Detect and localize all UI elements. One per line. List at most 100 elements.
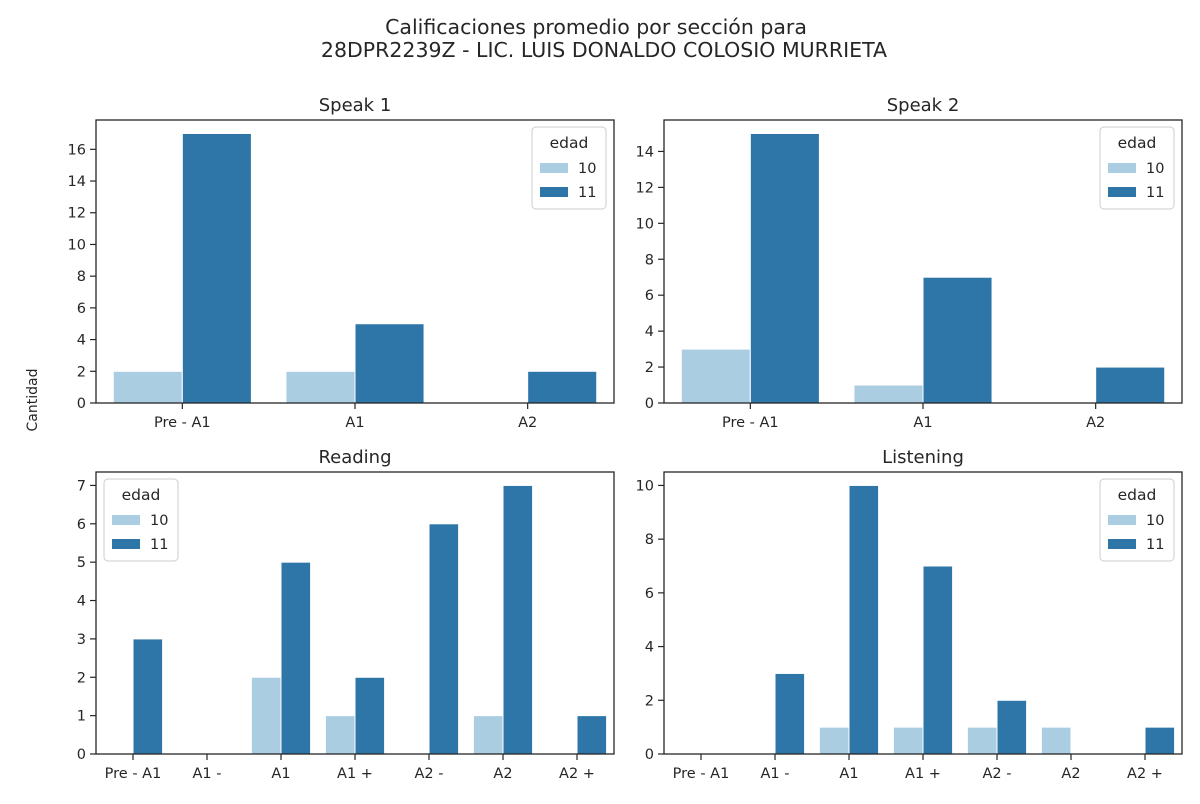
y-tick-label: 2 [77,364,86,380]
panel-3: Listening 0 2 4 6 8 10 Pre - A1 A1 - A1 A1 + A2 - A2… [636,447,1183,782]
y-tick-label: 2 [645,360,654,376]
figure-title-line2: 28DPR2239Z - LIC. LUIS DONALDO COLOSIO M… [321,38,887,62]
x-tick-label: A2 + [1127,766,1163,782]
x-tick-label: A2 + [559,766,595,782]
y-tick-label: 4 [77,333,86,349]
x-tick-label: A2 [1061,766,1080,782]
y-tick-label: 8 [77,269,86,285]
bar-A2 +-11 [576,715,608,755]
bar-A2-10 [472,715,504,755]
y-tick-label: 4 [645,324,654,340]
x-tick-label: A1 [345,415,364,431]
bar-A2 --11 [428,523,460,755]
bar-A1-10 [818,726,850,755]
bar-A1 --11 [774,672,806,755]
figure-title-line1: Calificaciones promedio por sección para [385,15,807,39]
panel-title: Reading [318,447,391,468]
legend-swatch-11 [112,539,140,549]
y-tick-label: 6 [645,288,654,304]
bar-A1 +-10 [324,715,356,755]
axes-frame [95,471,615,755]
bar-A1-11 [848,484,880,755]
y-tick-label: 1 [77,709,86,725]
bar-A1 +-11 [354,676,386,755]
bar-A1 +-10 [892,726,924,755]
x-tick-label: A1 [913,415,932,431]
bar-A1 +-11 [922,565,954,755]
panel-title: Speak 1 [319,95,392,116]
y-tick-label: 6 [645,586,654,602]
y-tick-label: 10 [636,216,654,232]
y-tick-label: 0 [77,396,86,412]
x-tick-label: A1 + [905,766,941,782]
x-tick-label: A1 - [761,766,790,782]
legend-label-11: 11 [1146,537,1164,553]
x-tick-label: A1 [839,766,858,782]
x-tick-label: Pre - A1 [105,766,162,782]
panel-title: Listening [882,447,964,468]
x-tick-label: Pre - A1 [722,415,779,431]
legend-label-10: 10 [1146,513,1164,529]
legend-swatch-10 [1108,163,1136,173]
x-tick-label: A2 [518,415,537,431]
y-tick-label: 3 [77,632,86,648]
bar-A1-10 [285,370,356,404]
bar-A2-11 [502,484,534,755]
axes-frame [663,471,1183,755]
legend: edad 10 11 [1099,478,1175,562]
y-tick-label: 16 [68,142,86,158]
x-tick-label: A1 - [193,766,222,782]
panel-2: Reading 0 1 2 3 4 5 6 7 Pre - A1 A1 - A1 A1 + A2 - A2 A… [77,447,615,782]
y-tick-label: 14 [636,144,654,160]
legend: edad 10 11 [103,478,179,562]
axes-frame [663,119,1183,404]
x-tick-label: A2 [493,766,512,782]
y-tick-label: 0 [77,747,86,763]
y-tick-label: 0 [645,396,654,412]
y-tick-label: 8 [645,252,654,268]
legend-swatch-11 [1108,187,1136,197]
x-tick-label: Pre - A1 [154,415,211,431]
legend-title: edad [1118,486,1157,504]
x-tick-label: Pre - A1 [673,766,730,782]
legend-title: edad [1118,134,1157,152]
bar-Pre - A1-11 [181,132,252,404]
y-tick-label: 5 [77,555,86,571]
y-tick-label: 7 [77,478,86,494]
x-tick-label: A2 - [415,766,444,782]
legend: edad 10 11 [531,126,607,210]
y-tick-label: 2 [77,670,86,686]
legend-label-11: 11 [578,185,596,201]
bar-A1-10 [250,676,282,755]
legend-swatch-10 [540,163,568,173]
bar-A2-11 [1095,366,1166,404]
legend-label-11: 11 [1146,185,1164,201]
y-tick-label: 10 [68,237,86,253]
legend-swatch-10 [1108,515,1136,525]
x-tick-label: A1 [271,766,290,782]
y-tick-label: 6 [77,517,86,533]
legend: edad 10 11 [1099,126,1175,210]
bar-A2 +-11 [1144,726,1176,755]
bar-A1-11 [354,323,425,404]
legend-title: edad [550,134,589,152]
panel-1: Speak 2 0 2 4 6 8 10 12 14 Pre - A1 A1 A2 edad 10 11 [636,95,1183,431]
x-tick-label: A2 - [983,766,1012,782]
bar-Pre - A1-10 [680,348,751,404]
y-tick-label: 14 [68,174,86,190]
bar-A1-10 [853,384,924,404]
y-tick-label: 2 [645,693,654,709]
panel-0: Speak 1 0 2 4 6 8 10 12 14 16 Pre - A1 A1 A2 edad 10 11 [68,95,615,431]
bar-A1-11 [922,276,993,404]
bar-A1-11 [280,561,312,755]
legend-label-10: 10 [150,513,168,529]
legend-label-11: 11 [150,537,168,553]
y-tick-label: 12 [68,206,86,222]
bar-A2 --10 [966,726,998,755]
panel-title: Speak 2 [887,95,960,116]
y-tick-label: 0 [645,747,654,763]
y-tick-label: 4 [77,594,86,610]
